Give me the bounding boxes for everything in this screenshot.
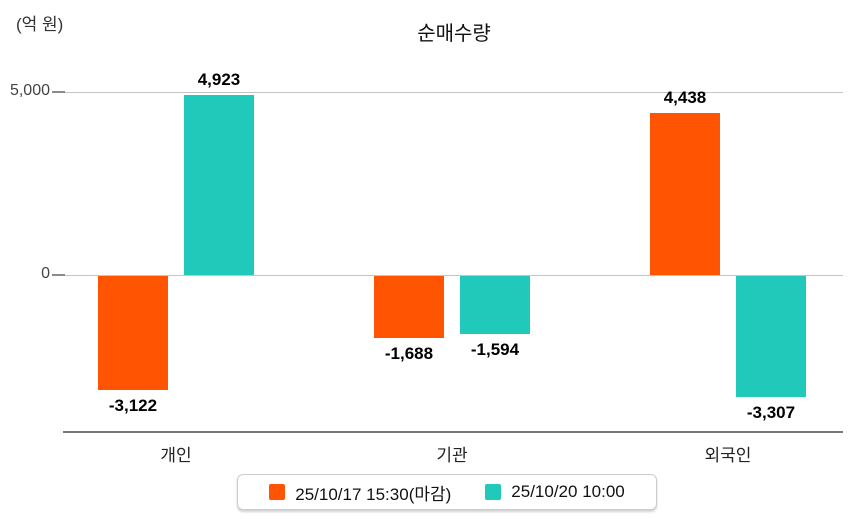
value-label-기관-series1: -1,688 [384,344,434,363]
y-axis-tick-label-5000: 5,000 [9,82,50,99]
category-label-기관: 기관 [436,446,468,465]
value-label-외국인-series1: 4,438 [663,88,707,107]
legend-label-series2: 25/10/20 10:00 [511,482,625,501]
x-axis-line [63,431,843,433]
legend-swatch-teal [485,484,502,500]
y-axis-tick-label-0: 0 [41,265,50,282]
bar-기관-series2 [460,276,530,334]
y-axis-tick-0 [52,274,65,276]
category-label-개인: 개인 [160,446,192,465]
chart-title: 순매수량 [417,23,491,45]
bar-개인-series2 [184,95,254,275]
legend: 25/10/17 15:30(마감) 25/10/20 10:00 [237,474,657,510]
legend-item-series2: 25/10/20 10:00 [485,482,625,502]
value-label-개인-series2: 4,923 [197,70,241,89]
value-label-기관-series2: -1,594 [470,340,520,359]
category-label-외국인: 외국인 [704,446,752,465]
legend-label-series1: 25/10/17 15:30(마감) [295,484,452,504]
value-label-개인-series1: -3,122 [108,396,158,415]
legend-item-series1: 25/10/17 15:30(마감) [269,480,451,505]
bar-개인-series1 [98,276,168,390]
bar-기관-series1 [374,276,444,338]
legend-swatch-orange [269,484,286,500]
value-label-외국인-series2: -3,307 [746,403,796,422]
y-axis-unit-label: (억 원) [16,15,64,34]
bar-외국인-series1 [650,113,720,275]
y-axis-tick-5000 [52,91,65,93]
gridline-5000 [65,92,843,93]
gridline-0 [65,275,843,276]
bar-외국인-series2 [736,276,806,397]
